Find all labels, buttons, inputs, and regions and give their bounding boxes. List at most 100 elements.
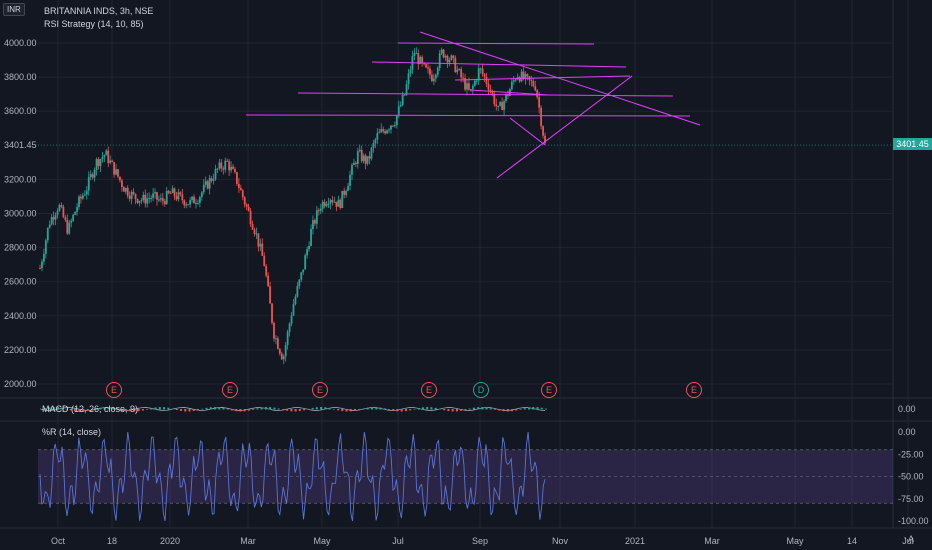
- candle: [152, 193, 154, 198]
- candle: [202, 184, 205, 193]
- candle: [386, 130, 388, 134]
- x-tick-label: Nov: [552, 536, 569, 546]
- candle: [407, 73, 410, 85]
- candle: [468, 83, 470, 90]
- macd-histogram-bar: [222, 408, 225, 410]
- macd-histogram-bar: [133, 409, 136, 412]
- y-tick-label: 2600.00: [4, 277, 37, 287]
- macd-histogram-bar: [481, 407, 484, 410]
- candle: [399, 105, 402, 107]
- candle: [403, 94, 406, 96]
- earnings-badge[interactable]: E: [106, 382, 122, 398]
- candle: [312, 220, 314, 229]
- candle: [360, 149, 363, 162]
- macd-histogram-bar: [506, 409, 509, 412]
- y-tick-label: 4000.00: [4, 38, 37, 48]
- macd-histogram-bar: [40, 409, 42, 410]
- candle: [62, 206, 65, 218]
- macd-histogram-bar: [90, 409, 93, 411]
- wr-y-tick: -25.00: [898, 449, 924, 459]
- candle: [335, 201, 338, 207]
- macd-histogram-bar: [404, 409, 407, 412]
- earnings-badge[interactable]: E: [541, 382, 557, 398]
- macd-histogram-bar: [150, 408, 153, 410]
- candle: [353, 162, 355, 165]
- y-tick-label: 3000.00: [4, 209, 37, 219]
- dividend-badge[interactable]: D: [473, 382, 489, 398]
- y-tick-label: 2200.00: [4, 345, 37, 355]
- y-tick-label: 2000.00: [4, 379, 37, 389]
- earnings-badge[interactable]: E: [421, 382, 437, 398]
- candle: [325, 204, 328, 207]
- trend-line: [245, 114, 691, 117]
- candle: [448, 59, 451, 63]
- candle: [471, 85, 474, 90]
- wr-line: [39, 431, 546, 522]
- candle: [524, 74, 527, 79]
- macd-histogram-bar: [218, 407, 221, 410]
- candle: [230, 166, 232, 171]
- macd-histogram-bar: [252, 409, 255, 410]
- candle: [95, 159, 98, 170]
- macd-histogram-bar: [345, 409, 348, 412]
- macd-histogram-bar: [56, 407, 59, 410]
- macd-histogram-bar: [264, 407, 267, 410]
- candle: [374, 139, 377, 144]
- macd-histogram-bar: [129, 409, 132, 412]
- auto-scale-button[interactable]: A: [907, 534, 914, 544]
- candle: [228, 161, 231, 171]
- candle: [331, 200, 334, 202]
- candle: [479, 68, 482, 70]
- macd-histogram-bar: [438, 408, 441, 410]
- macd-histogram-bar: [494, 409, 497, 410]
- candle: [216, 168, 219, 170]
- candle: [138, 200, 141, 203]
- candle: [405, 84, 408, 95]
- candle: [505, 93, 507, 101]
- candle: [74, 211, 76, 215]
- strategy-label: RSI Strategy (14, 10, 85): [44, 19, 144, 29]
- trend-line: [496, 75, 633, 179]
- candle: [423, 62, 426, 65]
- candle: [427, 67, 429, 69]
- candle: [380, 129, 383, 133]
- candle: [122, 186, 125, 192]
- earnings-badge[interactable]: E: [312, 382, 328, 398]
- macd-histogram-bar: [396, 409, 399, 412]
- macd-histogram-bar: [358, 409, 361, 410]
- candle: [401, 94, 404, 106]
- candle: [193, 196, 195, 204]
- macd-histogram-bar: [197, 409, 200, 411]
- candle: [148, 198, 151, 200]
- macd-histogram-bar: [294, 409, 297, 412]
- candle: [117, 169, 119, 177]
- x-tick-label: Jul: [902, 536, 914, 546]
- macd-histogram-bar: [69, 409, 72, 411]
- macd-histogram-bar: [324, 407, 327, 410]
- candle: [142, 194, 145, 201]
- candle: [362, 155, 365, 162]
- candle: [298, 279, 301, 287]
- earnings-badge[interactable]: E: [686, 382, 702, 398]
- candle: [93, 169, 96, 178]
- candle: [329, 200, 332, 204]
- y-tick-label: 2400.00: [4, 311, 37, 321]
- currency-badge[interactable]: INR: [3, 3, 25, 16]
- candle: [487, 83, 490, 90]
- candle: [39, 268, 41, 270]
- candle: [146, 198, 149, 204]
- x-tick-label: 2020: [160, 536, 180, 546]
- candle: [78, 196, 80, 208]
- candle: [292, 304, 295, 316]
- candle: [530, 80, 533, 82]
- candle: [259, 243, 262, 247]
- macd-histogram-bar: [141, 409, 144, 411]
- earnings-badge[interactable]: E: [222, 382, 238, 398]
- macd-histogram-bar: [362, 408, 365, 410]
- candle: [107, 150, 110, 164]
- candle: [185, 204, 188, 206]
- x-tick-label: Mar: [704, 536, 720, 546]
- candle: [450, 55, 453, 60]
- y-tick-label: 3800.00: [4, 72, 37, 82]
